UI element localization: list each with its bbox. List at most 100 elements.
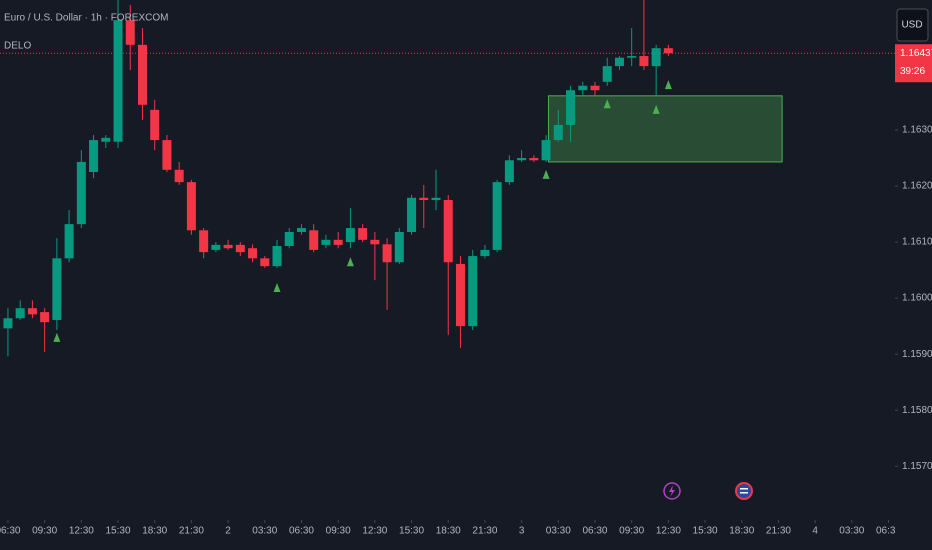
candle <box>358 224 368 243</box>
candle-body <box>614 57 624 67</box>
candle <box>248 244 258 263</box>
candle <box>101 135 111 148</box>
candle-body <box>333 239 343 245</box>
candle <box>455 256 465 348</box>
candle <box>468 249 478 331</box>
candle-body <box>40 312 50 323</box>
y-tick-label: 1.16300 <box>902 125 932 136</box>
candle <box>40 308 50 352</box>
candle-body <box>309 230 319 250</box>
candle <box>345 207 355 249</box>
candle-body <box>101 137 111 142</box>
candle-body <box>150 109 160 141</box>
x-tick-label: 06:30 <box>0 526 21 537</box>
candle-body <box>358 228 368 240</box>
candle <box>199 228 209 259</box>
candle-body <box>64 224 74 259</box>
candle <box>309 224 319 253</box>
candle-body <box>370 239 380 245</box>
candle <box>321 234 331 249</box>
x-tick-label: 03:30 <box>252 526 277 537</box>
candle <box>333 231 343 249</box>
candle <box>529 155 539 162</box>
candle <box>52 238 62 331</box>
candle-body <box>125 20 135 45</box>
candle-body <box>431 197 441 201</box>
candle-body <box>15 308 25 319</box>
x-tick-label: 06:30 <box>289 526 314 537</box>
candle-body <box>627 56 637 58</box>
candle-body <box>407 197 417 232</box>
candle-body <box>174 169 184 183</box>
candle <box>296 224 306 235</box>
candle <box>492 179 502 253</box>
event-icon[interactable] <box>663 482 681 500</box>
candle <box>27 300 37 319</box>
candle-body <box>284 231 294 246</box>
candle <box>186 179 196 235</box>
candle-body <box>504 160 514 183</box>
y-tick-label: 1.15800 <box>902 405 932 416</box>
x-tick-label: 4 <box>812 526 818 537</box>
signal-arrow <box>273 283 281 293</box>
candle-body <box>260 258 270 267</box>
x-tick-label: 21:30 <box>472 526 497 537</box>
x-tick-label: 21:30 <box>766 526 791 537</box>
candle-body <box>186 182 196 231</box>
candle-body <box>639 56 649 67</box>
price-label: 1.16437 <box>900 48 932 59</box>
x-tick-label: 06:30 <box>876 526 901 537</box>
candle <box>89 135 99 179</box>
candle <box>614 56 624 71</box>
candle <box>150 99 160 151</box>
y-tick-label: 1.15900 <box>902 349 932 360</box>
candle-body <box>553 124 563 141</box>
x-tick-label: 21:30 <box>179 526 204 537</box>
candle <box>174 161 184 185</box>
x-tick-label: 12:30 <box>362 526 387 537</box>
candle <box>260 256 270 268</box>
signal-arrow <box>603 99 611 109</box>
candle <box>419 184 429 229</box>
indicator-label: DELO <box>4 41 31 52</box>
candle-body <box>137 44 147 105</box>
candle-body <box>480 249 490 257</box>
signal-arrow <box>652 104 660 114</box>
candle-body <box>235 244 245 253</box>
candle <box>125 5 135 71</box>
x-tick-label: 12:30 <box>656 526 681 537</box>
y-axis: 1.16300 1.16200 1.16100 1.16000 1.15900 1.158… <box>895 44 932 472</box>
candle <box>504 155 514 185</box>
x-tick-label: 09:30 <box>32 526 57 537</box>
candle <box>541 135 551 162</box>
plot-area <box>0 0 895 357</box>
candle-body <box>651 48 661 67</box>
candle-body <box>223 244 233 249</box>
x-tick-label: 03:30 <box>546 526 571 537</box>
x-tick-label: 3 <box>519 526 525 537</box>
candle <box>162 135 172 173</box>
x-tick-label: 15:30 <box>399 526 424 537</box>
candle <box>272 239 282 268</box>
signal-arrow <box>53 332 61 342</box>
candle-body <box>529 158 539 161</box>
candle-body <box>602 66 612 82</box>
x-tick-label: 2 <box>225 526 231 537</box>
event-icon[interactable] <box>735 482 753 500</box>
candle-body <box>296 228 306 232</box>
currency-button[interactable] <box>896 8 929 42</box>
x-axis: 06:30 09:30 12:30 15:30 18:30 21:30 2 03:30 06:3… <box>0 520 901 537</box>
candle <box>443 195 453 336</box>
y-tick-label: 1.16000 <box>902 293 932 304</box>
candle-body <box>199 230 209 253</box>
x-tick-label: 18:30 <box>436 526 461 537</box>
candle-body <box>211 244 221 250</box>
candle <box>566 85 576 142</box>
y-tick-label: 1.16200 <box>902 181 932 192</box>
candle-body <box>517 158 527 161</box>
candle-body <box>162 140 172 170</box>
candle <box>517 150 527 162</box>
candle-body <box>492 182 502 250</box>
candle-body <box>3 318 13 329</box>
